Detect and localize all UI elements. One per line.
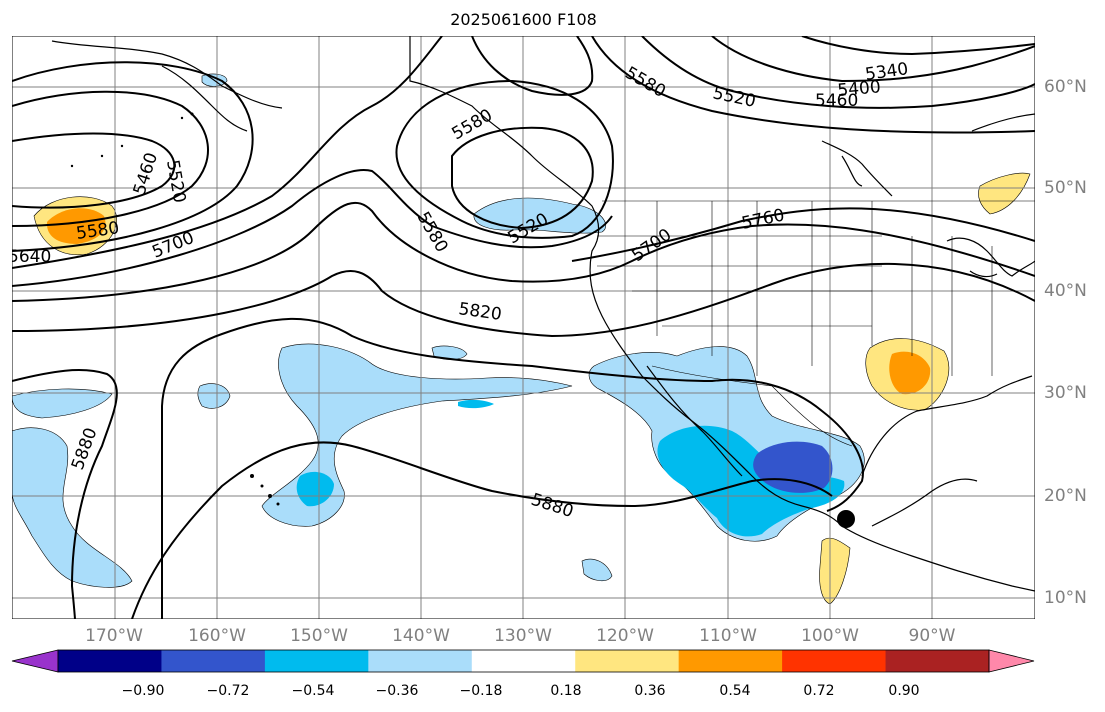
latitude-label: 30°N: [1044, 383, 1087, 403]
longitude-label: 160°W: [188, 626, 246, 646]
longitude-label: 120°W: [596, 626, 654, 646]
colorbar-cell: [58, 650, 162, 672]
storm-center-marker: [837, 510, 855, 528]
colorbar-tick-label: 0.36: [634, 683, 666, 699]
colorbar-tick-label: −0.36: [375, 683, 419, 699]
latitude-label: 60°N: [1044, 77, 1087, 97]
colorbar-tick-label: −0.54: [291, 683, 335, 699]
colorbar-tick-label: 0.90: [888, 683, 920, 699]
map-panel: 5340 5400 5460 5520 5580 5460 5520 5580 …: [12, 36, 1035, 619]
colorbar: [11, 649, 1035, 673]
colorbar-cell: [575, 650, 680, 672]
latitude-label: 20°N: [1044, 486, 1087, 506]
longitude-label: 100°W: [801, 626, 859, 646]
colorbar-cell: [885, 650, 990, 672]
colorbar-tick-label: 0.18: [550, 683, 582, 699]
islands: [70, 112, 280, 506]
colorbar-tick-label: 0.72: [803, 683, 835, 699]
height-contours: [12, 36, 1035, 619]
latitude-label: 10°N: [1044, 588, 1087, 608]
contour-label: 5460: [815, 91, 858, 111]
colorbar-cell: [264, 650, 369, 672]
colorbar-tick-label: 0.54: [719, 683, 751, 699]
colorbar-extend-low: [11, 649, 59, 673]
anomaly-shading: [12, 73, 1031, 605]
contour-label: 5400: [837, 77, 882, 101]
longitude-label: 110°W: [699, 626, 757, 646]
colorbar-tick-label: −0.90: [121, 683, 165, 699]
longitude-label: 140°W: [392, 626, 450, 646]
colorbar-cell: [678, 650, 783, 672]
colorbar-tick-label: −0.72: [206, 683, 250, 699]
map-canvas: 5340 5400 5460 5520 5580 5460 5520 5580 …: [12, 36, 1035, 619]
longitude-label: 150°W: [290, 626, 348, 646]
contour-label: 5640: [12, 247, 51, 267]
coastlines: [51, 36, 1035, 592]
latitude-label: 40°N: [1044, 281, 1087, 301]
map-title: 2025061600 F108: [450, 10, 597, 29]
colorbar-cell: [471, 650, 576, 672]
longitude-label: 130°W: [494, 626, 552, 646]
latitude-label: 50°N: [1044, 178, 1087, 198]
colorbar-frame: [57, 649, 990, 673]
colorbar-cell: [368, 650, 473, 672]
colorbar-extend-high: [988, 649, 1035, 673]
graticule: [12, 36, 1035, 619]
colorbar-tick-label: −0.18: [459, 683, 503, 699]
negative-anomaly-central-pacific: [261, 343, 573, 527]
colorbar-cell: [161, 650, 266, 672]
longitude-label: 170°W: [85, 626, 143, 646]
longitude-label: 90°W: [908, 626, 956, 646]
colorbar-cell: [782, 650, 887, 672]
